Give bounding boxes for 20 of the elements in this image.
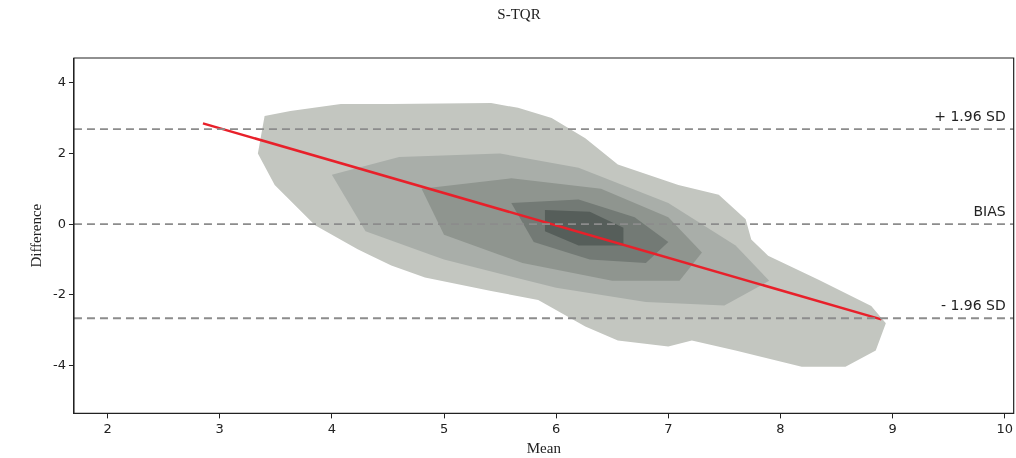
y-tick-label: -4: [52, 357, 66, 373]
x-axis-title: Mean: [526, 439, 562, 456]
x-tick-label: 9: [888, 420, 897, 436]
x-tick-label: 3: [215, 420, 224, 436]
ref-line-label: + 1.96 SD: [934, 107, 1006, 124]
ref-line-label: - 1.96 SD: [940, 296, 1006, 313]
x-tick-label: 10: [996, 420, 1013, 436]
y-tick-label: 0: [57, 215, 66, 231]
x-tick-label: 4: [327, 420, 337, 436]
y-tick-label: -2: [52, 286, 66, 302]
ref-line-label: BIAS: [973, 202, 1006, 219]
y-axis-title: Difference: [27, 203, 44, 268]
x-tick-label: 6: [552, 420, 561, 436]
x-tick-label: 5: [439, 420, 449, 436]
chart-title: S-TQR: [497, 5, 541, 22]
x-tick-label: 2: [103, 420, 112, 436]
x-tick-label: 7: [664, 420, 673, 436]
y-tick-label: 4: [57, 74, 66, 90]
x-tick-label: 8: [776, 420, 785, 436]
y-tick-label: 2: [57, 144, 66, 160]
